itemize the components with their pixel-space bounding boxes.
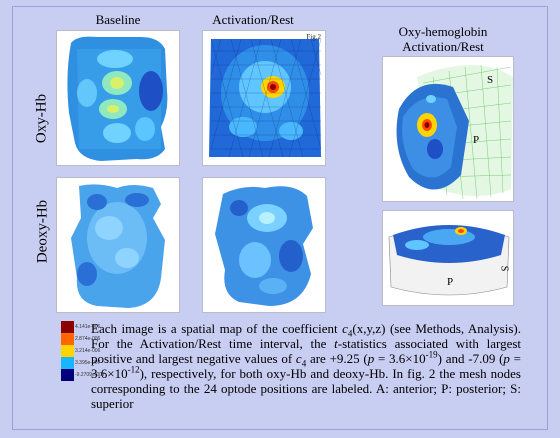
header-oxy-title-2: Activation/Rest [402, 39, 484, 54]
caption-coef-symbol: c [342, 321, 348, 336]
legend-value-3: 3.214e-006 [75, 348, 101, 354]
fig-label: Fig.2 [306, 33, 321, 41]
legend-value-4: 3.395e-007 [75, 360, 101, 366]
caption-coef-subscript: 4 [347, 328, 353, 339]
legend-value-1: 4.141e-006 [75, 324, 101, 330]
figure-frame [12, 6, 548, 430]
legend-value-5: -9.2709e-007 [75, 372, 105, 378]
caption-text-3: -statistics associated with largest posi… [91, 336, 522, 366]
caption-exponent-2: -12 [127, 364, 140, 375]
map-baseline-deoxy [56, 177, 180, 313]
legend-swatch-3 [61, 345, 74, 357]
row-label-oxy: Oxy-Hb [33, 93, 50, 144]
caption-text-4: are +9.25 ( [306, 351, 368, 366]
caption-p-symbol-1: p [367, 351, 375, 366]
legend-swatch-4 [61, 357, 74, 369]
legend-swatch-2 [61, 333, 74, 345]
header-activation-rest: Activation/Rest [212, 12, 294, 27]
legend-swatch-5 [61, 369, 74, 381]
map-activation-oxy: Fig.2 [202, 30, 326, 166]
legend-value-2: 2.874e-006 [75, 336, 101, 342]
label-bottom-posterior: P [447, 276, 454, 288]
caption-text-5: = 3.6×10 [374, 351, 426, 366]
label-bottom-superior: S [498, 265, 510, 272]
caption-exponent-1: -19 [425, 349, 438, 360]
map-baseline-oxy [56, 30, 180, 166]
map-activation-deoxy [202, 177, 326, 313]
caption-p-symbol-2: p [503, 351, 510, 366]
caption-text-2: (x,y,z) (see Methods, Analysis). For the… [91, 321, 521, 351]
figure-caption: Each image is a spatial map of the coeff… [91, 321, 521, 411]
caption-c4-subscript: 4 [301, 358, 307, 369]
caption-c4-symbol: c [295, 351, 302, 366]
map-3d-oxy-bottom: P S [382, 210, 514, 306]
caption-t-symbol: t [334, 336, 338, 351]
label-3d-posterior: P [473, 134, 480, 146]
header-oxy-title-1: Oxy-hemoglobin [398, 24, 488, 39]
label-3d-superior: S [487, 74, 494, 86]
caption-text-6: ) and -7.09 ( [437, 351, 504, 366]
caption-text-8: ), respectively, for both oxy-Hb and deo… [91, 366, 521, 411]
legend-swatch-1 [61, 321, 74, 333]
header-baseline: Baseline [95, 12, 141, 27]
row-label-deoxy: Deoxy-Hb [34, 199, 51, 264]
caption-text-1: Each image is a spatial map of the coeff… [91, 321, 343, 336]
caption-text-7: = 3.6×10 [91, 351, 522, 381]
map-3d-oxy-side: S P [382, 56, 514, 202]
